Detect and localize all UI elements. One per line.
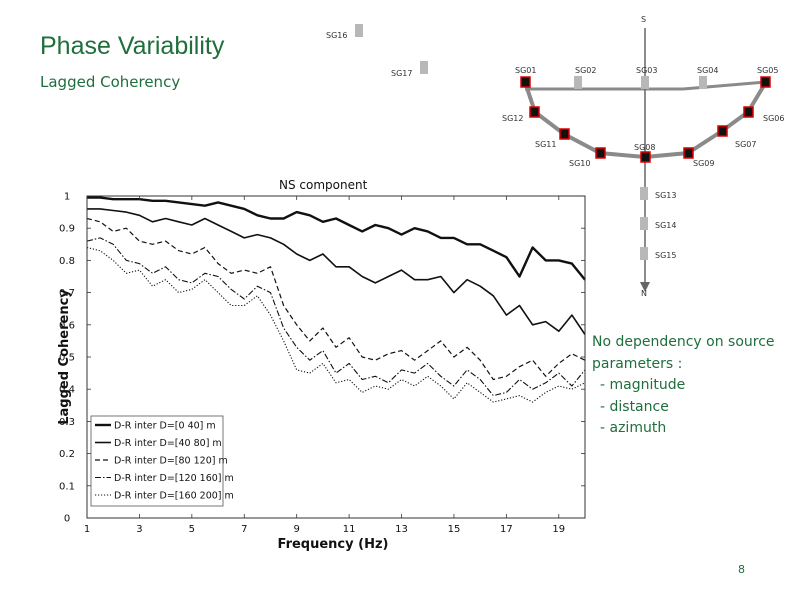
x-tick-label: 7 — [241, 524, 247, 535]
legend-label-2: D-R inter D=[40 80] m — [114, 438, 222, 449]
note-item-azimuth: - azimuth — [600, 420, 667, 436]
legend-label-4: D-R inter D=[120 160] m — [114, 473, 234, 484]
y-tick-label: 0.4 — [59, 385, 75, 396]
y-tick-label: 0.9 — [59, 224, 75, 235]
label-sg08: SG08 — [634, 143, 655, 152]
station-sg09 — [683, 147, 694, 159]
x-tick-label: 11 — [343, 524, 356, 535]
y-tick-label: 0.2 — [59, 449, 75, 460]
x-tick-label: 3 — [136, 524, 142, 535]
x-tick-label: 17 — [500, 524, 513, 535]
series-line-5 — [86, 246, 586, 403]
north-arrow-head — [640, 282, 650, 292]
x-tick-label: 9 — [293, 524, 299, 535]
label-sg01: SG01 — [515, 66, 536, 75]
south-label: S — [641, 15, 646, 24]
label-sg16: SG16 — [326, 31, 347, 40]
station-sg10 — [595, 147, 606, 159]
y-tick-label: 0 — [64, 514, 70, 525]
label-sg11: SG11 — [535, 140, 556, 149]
series-line-2 — [87, 208, 586, 335]
label-sg09: SG09 — [693, 159, 714, 168]
station-sg01 — [520, 76, 531, 88]
station-labels: SG16 SG17 SG01 SG02 SG03 SG04 SG05 SG12 … — [326, 15, 784, 298]
slide-title: Phase Variability — [40, 32, 225, 60]
note-line-1: No dependency on source — [592, 334, 775, 350]
station-sg05 — [760, 76, 771, 88]
note-item-distance: - distance — [600, 398, 669, 415]
label-sg10: SG10 — [569, 159, 590, 168]
legend-label-3: D-R inter D=[80 120] m — [114, 456, 228, 467]
label-sg06: SG06 — [763, 114, 784, 123]
station-sg11 — [559, 128, 570, 140]
y-tick-label: 0.6 — [59, 320, 75, 331]
legend-box — [90, 415, 224, 507]
station-sg02 — [574, 76, 582, 89]
x-tick-label: 5 — [189, 524, 195, 535]
x-tick-label: 15 — [448, 524, 461, 535]
note-item-magnitude: - magnitude — [600, 377, 686, 393]
label-sg13: SG13 — [655, 191, 676, 200]
x-tick-label: 13 — [395, 524, 408, 535]
station-sg16 — [355, 24, 363, 37]
note-line-2: parameters : — [592, 355, 683, 372]
gray-stations — [355, 24, 707, 260]
legend-label-5: D-R inter D=[160 200] m — [114, 491, 234, 502]
y-tick-label: 0.8 — [59, 256, 75, 267]
page-number: 8 — [738, 563, 745, 576]
station-sg15 — [640, 247, 648, 260]
station-sg12 — [529, 106, 540, 118]
chart-legend: D-R inter D=[0 40] m D-R inter D=[40 80] … — [90, 415, 234, 507]
conclusion-note: No dependency on source parameters : - m… — [592, 332, 775, 440]
y-tick-label: 0.5 — [59, 353, 75, 364]
label-sg14: SG14 — [655, 221, 676, 230]
station-sg07 — [717, 125, 728, 137]
y-tick-label: 0.3 — [59, 417, 75, 428]
component-label: NS component — [279, 178, 368, 192]
station-sg08 — [640, 151, 651, 163]
station-sg06 — [743, 106, 754, 118]
y-tick-label: 0.1 — [59, 481, 75, 492]
x-tick-label: 1 — [84, 524, 90, 535]
label-sg02: SG02 — [575, 66, 596, 75]
label-sg05: SG05 — [757, 66, 778, 75]
station-sg04 — [699, 76, 707, 89]
series-layer — [86, 196, 586, 403]
y-ticks: 0 0.1 0.2 0.3 0.4 0.5 0.6 0.7 0.8 0.9 1 — [59, 192, 585, 525]
slide-subtitle: Lagged Coherency — [40, 73, 181, 91]
red-stations — [520, 76, 771, 163]
legend-label-1: D-R inter D=[0 40] m — [114, 421, 216, 432]
station-sg13 — [640, 187, 648, 200]
x-ticks: 1 3 5 7 9 11 13 15 17 19 — [84, 196, 565, 535]
label-sg03: SG03 — [636, 66, 657, 75]
array-map: SG16 SG17 SG01 SG02 SG03 SG04 SG05 SG12 … — [326, 15, 784, 298]
y-axis-label: Lagged Coherency — [57, 289, 72, 425]
station-sg03 — [641, 76, 649, 89]
label-sg15: SG15 — [655, 251, 676, 260]
station-sg17 — [420, 61, 428, 74]
x-tick-label: 19 — [552, 524, 565, 535]
label-sg17: SG17 — [391, 69, 412, 78]
label-sg04: SG04 — [697, 66, 718, 75]
north-label: N — [641, 289, 647, 298]
y-tick-label: 0.7 — [59, 288, 75, 299]
series-line-3 — [86, 217, 586, 381]
x-axis-label: Frequency (Hz) — [278, 537, 389, 552]
label-sg07: SG07 — [735, 140, 756, 149]
y-tick-label: 1 — [64, 192, 70, 203]
station-sg14 — [640, 217, 648, 230]
label-sg12: SG12 — [502, 114, 523, 123]
series-line-1 — [87, 196, 586, 281]
array-line-top-right — [682, 80, 767, 91]
